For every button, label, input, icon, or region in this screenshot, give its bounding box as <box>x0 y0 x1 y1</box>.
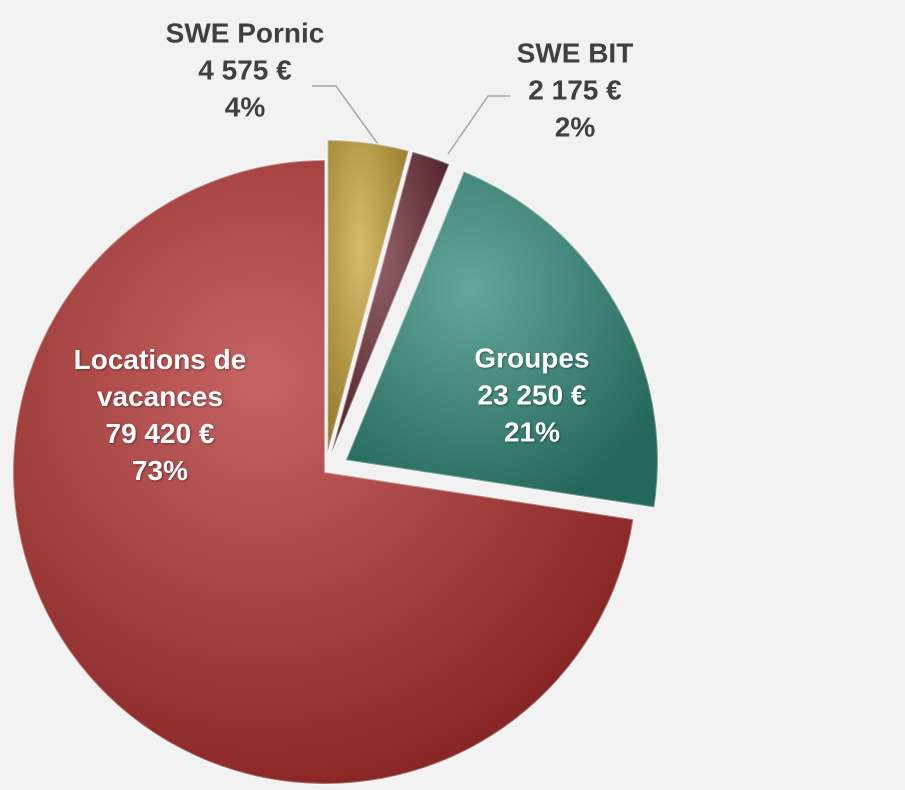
chart: SWE Pornic4 575 €4% SWE BIT2 175 €2% Group… <box>0 0 905 790</box>
category-label: SWE BIT <box>445 35 705 72</box>
category-label: Groupes <box>402 340 662 377</box>
percent-label: 21% <box>402 414 662 451</box>
percent-label: 73% <box>30 452 290 489</box>
amount-label: 2 175 € <box>445 72 705 109</box>
amount-label: 4 575 € <box>115 52 375 89</box>
percent-label: 4% <box>115 89 375 126</box>
percent-label: 2% <box>445 109 705 146</box>
amount-label: 23 250 € <box>402 377 662 414</box>
category-label: SWE Pornic <box>115 15 375 52</box>
category-label: Locations de vacances <box>30 341 290 415</box>
amount-label: 79 420 € <box>30 415 290 452</box>
